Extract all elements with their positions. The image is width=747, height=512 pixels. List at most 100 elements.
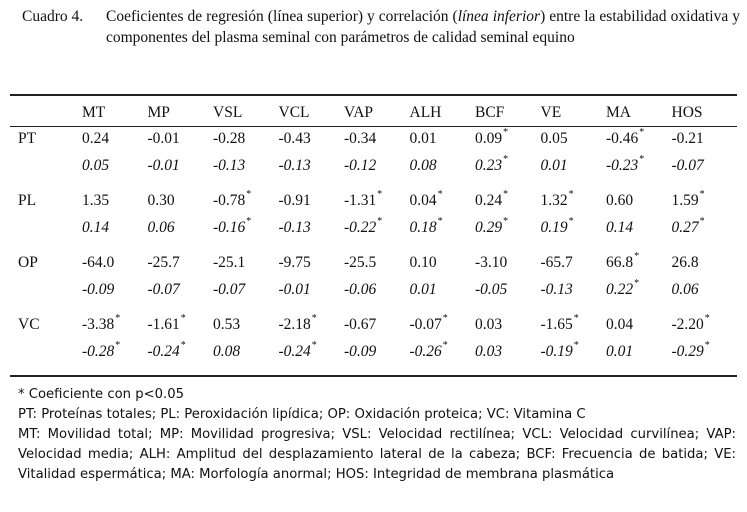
correlation-cell: 0.18*	[410, 214, 476, 241]
correlation-cell: -0.07	[672, 152, 738, 179]
cell-value: -0.26	[409, 343, 442, 361]
row-label-empty	[10, 276, 82, 303]
regression-cell: -1.31*	[344, 187, 410, 214]
correlation-cell: -0.12	[344, 152, 410, 179]
column-header: BCF	[475, 103, 505, 121]
cell-value: 0.29	[475, 219, 503, 237]
correlation-cell: 0.23*	[475, 152, 541, 179]
column-header: MT	[82, 103, 106, 121]
cell-value: 0.03	[475, 342, 503, 360]
table-body: PT 0.24 -0.01 -0.28 -0.43 -0.34 0.01 0.09* 0.05-…	[10, 125, 737, 365]
correlation-row: 0.05 -0.01 -0.13 -0.13 -0.12 0.08 0.23* 0.01 -0.…	[10, 152, 737, 179]
regression-cell: 1.32*	[541, 187, 607, 214]
cell-value: -0.24	[147, 343, 180, 361]
correlation-cell: 0.29*	[475, 214, 541, 241]
cell-value: -1.31	[344, 192, 377, 210]
cell-value: -0.07	[409, 316, 442, 334]
column-header: ALH	[409, 103, 442, 121]
cell-value: -25.7	[147, 253, 180, 271]
cell-value: 0.01	[409, 129, 437, 147]
column-header: MA	[606, 103, 631, 121]
cell-value: 1.32	[540, 192, 568, 210]
header-corner	[10, 100, 82, 125]
regression-cell: -0.67	[344, 311, 410, 338]
table-top-rule	[10, 94, 737, 96]
significance-marker: *	[699, 188, 705, 200]
significance-marker: *	[377, 188, 383, 200]
cell-value: -0.67	[344, 315, 377, 333]
cell-value: 26.8	[671, 253, 699, 271]
correlation-row: 0.14 0.06 -0.16* -0.13 -0.22* 0.18* 0.29* 0.19*…	[10, 214, 737, 241]
correlation-cell: 0.08	[213, 338, 279, 365]
cell-value: -0.01	[147, 129, 180, 147]
column-header: VCL	[278, 103, 310, 121]
correlation-cell: -0.24*	[279, 338, 345, 365]
cell-value: 0.01	[540, 156, 568, 174]
row-group-spacer	[10, 303, 737, 311]
cell-value: 0.06	[671, 280, 699, 298]
significance-marker: *	[115, 312, 121, 324]
regression-cell: -0.78*	[213, 187, 279, 214]
regression-row: VC -3.38* -1.61* 0.53 -2.18* -0.67 -0.07* 0.03-…	[10, 311, 737, 338]
regression-cell: 1.59*	[672, 187, 738, 214]
cell-value: 0.23	[475, 157, 503, 175]
significance-marker: *	[704, 312, 710, 324]
cell-value: -0.01	[147, 156, 180, 174]
cell-value: -0.22	[344, 219, 377, 237]
regression-cell: 0.24*	[475, 187, 541, 214]
cell-value: -0.07	[213, 280, 246, 298]
regression-cell: -0.01	[148, 125, 214, 152]
significance-marker: *	[503, 188, 509, 200]
caption-text-part: Coeficientes de regresión (línea superio…	[106, 8, 458, 25]
significance-marker: *	[573, 312, 579, 324]
cell-value: -0.09	[344, 342, 377, 360]
cell-value: 0.01	[409, 280, 437, 298]
regression-cell: -9.75	[279, 249, 345, 276]
cell-value: -25.1	[213, 253, 246, 271]
row-label-empty	[10, 214, 82, 241]
regression-cell: 1.35	[82, 187, 148, 214]
cell-value: -1.65	[540, 316, 573, 334]
significance-marker: *	[246, 188, 252, 200]
significance-marker: *	[568, 188, 574, 200]
correlation-cell: 0.08	[410, 152, 476, 179]
correlation-cell: -0.07	[148, 276, 214, 303]
cell-value: 0.53	[213, 315, 241, 333]
correlation-cell: 0.03	[475, 338, 541, 365]
correlation-cell: -0.26*	[410, 338, 476, 365]
regression-cell: 0.24	[82, 125, 148, 152]
cell-value: -0.43	[278, 129, 311, 147]
cell-value: 0.09	[475, 130, 503, 148]
cell-value: 0.14	[606, 218, 634, 236]
regression-cell: -25.5	[344, 249, 410, 276]
table-bottom-rule	[10, 375, 737, 377]
cell-value: -0.34	[344, 129, 377, 147]
row-label-empty	[10, 338, 82, 365]
significance-marker: *	[442, 312, 448, 324]
significance-marker: *	[180, 312, 186, 324]
regression-cell: 0.10	[410, 249, 476, 276]
cell-value: 0.19	[540, 219, 568, 237]
correlation-cell: -0.09	[82, 276, 148, 303]
cell-value: 0.05	[540, 129, 568, 147]
regression-cell: -0.46*	[606, 125, 672, 152]
cell-value: 0.27	[671, 219, 699, 237]
cell-value: -0.91	[278, 191, 311, 209]
significance-marker: *	[634, 250, 640, 262]
regression-cell: -3.38*	[82, 311, 148, 338]
correlation-cell: -0.09	[344, 338, 410, 365]
cell-value: 0.08	[213, 342, 241, 360]
cell-value: -0.78	[213, 192, 246, 210]
cell-value: -0.07	[147, 280, 180, 298]
cell-value: -64.0	[82, 253, 115, 271]
spacer-cell	[10, 241, 737, 249]
significance-marker: *	[437, 188, 443, 200]
cell-value: 0.22	[606, 281, 634, 299]
significance-marker: *	[639, 153, 645, 165]
regression-cell: -0.28	[213, 125, 279, 152]
column-header: VSL	[213, 103, 243, 121]
correlation-cell: 0.05	[82, 152, 148, 179]
significance-marker: *	[437, 215, 443, 227]
spacer-cell	[10, 303, 737, 311]
cell-value: 0.03	[475, 315, 503, 333]
